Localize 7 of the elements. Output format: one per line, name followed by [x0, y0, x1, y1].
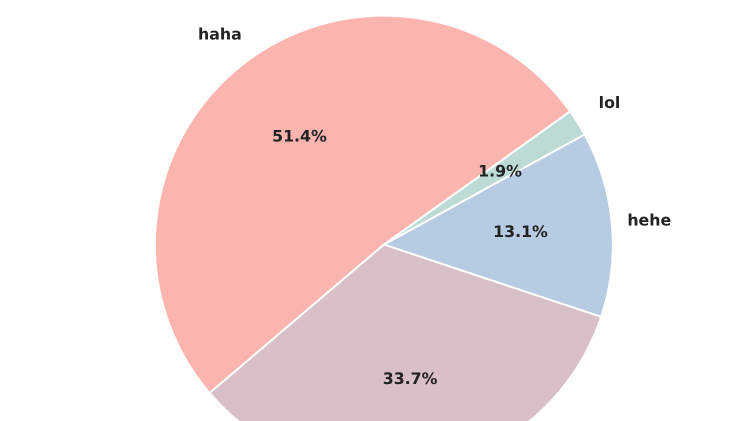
- data-label: 33.7%: [382, 369, 438, 388]
- slice-label: hehe: [627, 210, 672, 230]
- data-label: 1.9%: [478, 162, 522, 181]
- slice-label: haha: [198, 24, 242, 44]
- slice-label: lol: [598, 92, 620, 112]
- data-label: 13.1%: [493, 222, 548, 242]
- data-label: 51.4%: [272, 126, 327, 146]
